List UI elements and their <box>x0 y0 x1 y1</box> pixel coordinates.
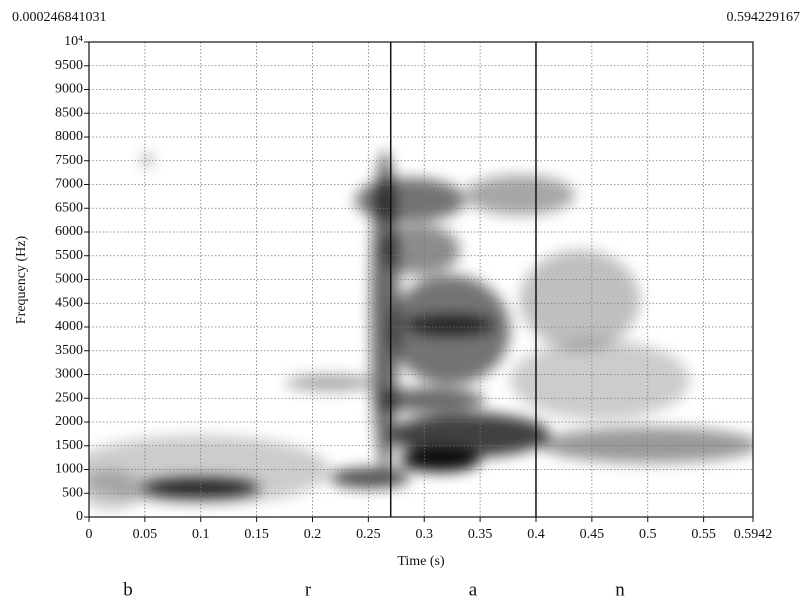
x-tick-label: 0.5942 <box>734 527 773 542</box>
spectrogram-blob <box>540 427 753 463</box>
start-time-label: 0.000246841031 <box>12 10 107 25</box>
x-tick-label: 0.05 <box>133 527 158 542</box>
x-tick-label: 0.25 <box>356 527 381 542</box>
spectrogram-blob <box>520 250 640 350</box>
y-tick-label: 3500 <box>55 343 83 358</box>
spectrogram-blob <box>140 478 260 498</box>
segment-label: b <box>123 579 133 600</box>
y-tick-label: 4500 <box>55 295 83 310</box>
x-tick-label: 0.2 <box>304 527 322 542</box>
spectrogram-blob <box>285 375 375 391</box>
y-tick-label: 6000 <box>55 224 83 239</box>
x-tick-label: 0.45 <box>580 527 605 542</box>
spectrogram-blob <box>355 178 465 222</box>
spectrogram-blob <box>390 413 550 457</box>
y-tick-label: 5500 <box>55 248 83 263</box>
x-tick-label: 0.5 <box>639 527 657 542</box>
y-tick-label: 500 <box>62 485 83 500</box>
spectrogram-blob <box>375 388 485 412</box>
segment-label: a <box>469 579 478 600</box>
y-tick-label: 2500 <box>55 390 83 405</box>
y-tick-label: 7000 <box>55 177 83 192</box>
x-tick-label: 0 <box>86 527 93 542</box>
y-tick-label: 4000 <box>55 319 83 334</box>
y-tick-label: 9500 <box>55 58 83 73</box>
spectrogram-blob <box>89 470 140 510</box>
spectrogram-blob <box>330 468 410 488</box>
spectrogram-blob <box>465 175 575 215</box>
y-tick-label: 10⁴ <box>64 34 83 49</box>
x-tick-label: 0.4 <box>527 527 545 542</box>
y-tick-label: 2000 <box>55 414 83 429</box>
spectrogram-blob <box>405 315 495 335</box>
y-tick-label: 0 <box>76 509 83 524</box>
y-tick-label: 1000 <box>55 462 83 477</box>
y-tick-label: 7500 <box>55 153 83 168</box>
y-tick-label: 8000 <box>55 129 83 144</box>
x-tick-label: 0.3 <box>415 527 433 542</box>
segment-label: r <box>305 579 312 600</box>
spectrogram-blob <box>371 150 399 470</box>
y-tick-label: 8500 <box>55 105 83 120</box>
x-tick-label: 0.15 <box>244 527 269 542</box>
spectrogram-blob <box>380 225 460 275</box>
spectrogram-blob <box>510 340 690 420</box>
y-tick-label: 1500 <box>55 438 83 453</box>
y-tick-label: 9000 <box>55 82 83 97</box>
spectrogram-blob <box>143 152 151 168</box>
y-tick-label: 5000 <box>55 272 83 287</box>
x-tick-label: 0.35 <box>468 527 493 542</box>
y-axis-label: Frequency (Hz) <box>14 236 29 325</box>
y-tick-label: 3000 <box>55 367 83 382</box>
x-axis-label: Time (s) <box>397 554 445 569</box>
y-tick-label: 6500 <box>55 200 83 215</box>
end-time-label: 0.594229167 <box>727 10 801 25</box>
x-tick-label: 0.55 <box>691 527 716 542</box>
segment-label: n <box>615 579 625 600</box>
spectrogram-shading <box>89 150 753 510</box>
x-tick-label: 0.1 <box>192 527 210 542</box>
